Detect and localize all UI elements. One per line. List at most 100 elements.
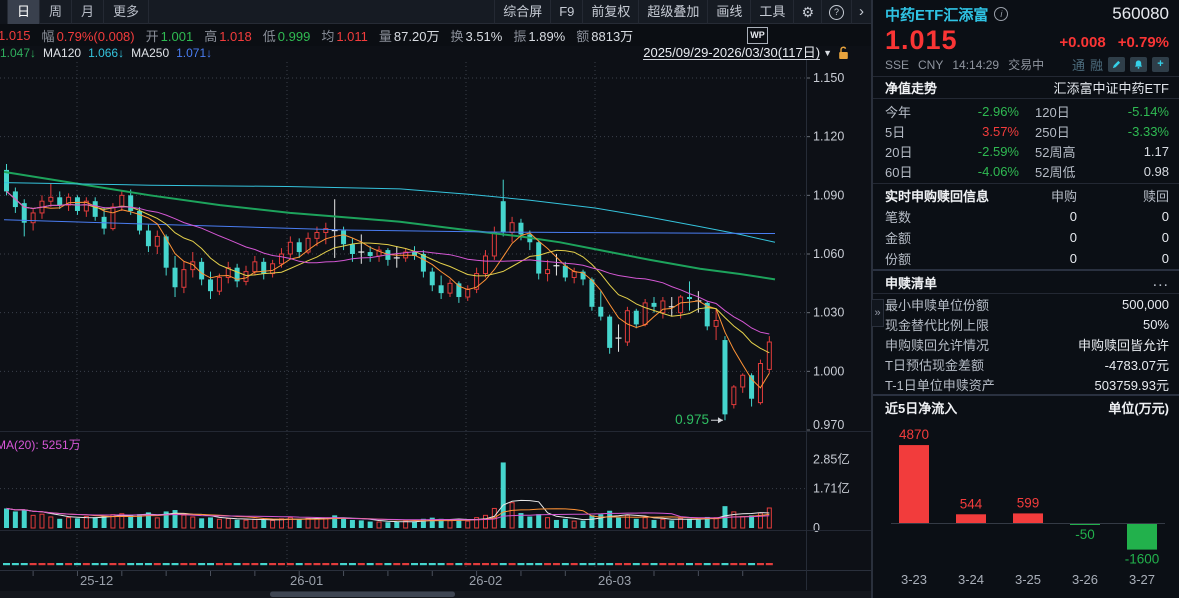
tab-更多[interactable]: 更多	[104, 0, 150, 24]
quote-time: 14:14:29	[952, 57, 1000, 72]
stat-label: 今年	[885, 104, 912, 120]
period-tabs: 日周月更多	[8, 0, 150, 24]
list-label: 申购赎回允许情况	[885, 337, 990, 353]
subscription-list: 最小申赎单位份额 500,000 现金替代比例上限 50% 申购赎回允许情况 申购赎回皆允…	[873, 294, 1179, 394]
nav-stat-row: 60日 -4.06% 52周低 0.98	[885, 161, 1169, 181]
scrollbar-thumb[interactable]	[270, 591, 455, 598]
quote-value: 1.011	[336, 28, 368, 44]
flow-bar	[1013, 513, 1043, 523]
settings-gear-icon[interactable]: ⚙	[793, 0, 821, 24]
stat-label: 5日	[885, 124, 906, 140]
menu-画线[interactable]: 画线	[707, 0, 750, 24]
realtime-row: 份额 0 0	[873, 248, 1179, 269]
quote-value: 1.018	[219, 28, 252, 44]
toolbar-menu: 综合屏 F9 前复权 超级叠加 画线 工具 ⚙ ? ›	[494, 0, 871, 24]
panel-expander-button[interactable]: »	[871, 299, 884, 327]
stat-value: -2.59%	[977, 143, 1019, 159]
quote-value: 0.999	[277, 28, 311, 44]
date-range-text: 2025/09/29-2026/03/30(117日)	[643, 45, 821, 60]
candles	[4, 164, 772, 421]
volume-axis-label: 1.71亿	[813, 481, 850, 496]
x-axis-month-label: 26-01	[290, 573, 323, 588]
quote-label: 低	[262, 28, 276, 44]
menu-综合屏[interactable]: 综合屏	[494, 0, 550, 24]
volume-ma-label: MA(20): 5251万	[0, 438, 81, 452]
list-value: 500,000	[1122, 296, 1169, 312]
ma20-line	[6, 191, 770, 335]
quote-item: 低 0.999	[263, 26, 311, 45]
quote-item: 开 1.001	[146, 26, 194, 45]
eligibility-badges: 通融	[1071, 58, 1103, 73]
menu-F9[interactable]: F9	[550, 0, 582, 24]
flow-value-label: -50	[1075, 527, 1095, 542]
quote-value: 1.015	[0, 27, 31, 43]
stat-label: 20日	[885, 144, 913, 160]
tab-周[interactable]: 周	[40, 0, 73, 24]
quote-item: 换 3.51%	[450, 26, 502, 45]
fund-full-name: 汇添富中证中药ETF	[1053, 81, 1169, 96]
flow-bar	[1070, 524, 1100, 525]
flow-date-label: 3-25	[1015, 572, 1041, 587]
date-range-selector[interactable]: 2025/09/29-2026/03/30(117日) ▼	[643, 46, 849, 60]
ma60-line	[3, 170, 776, 281]
candlestick-chart[interactable]: 1.150 1.120 1.090 1.060 1.030 1.000 0.970 2.85亿…	[0, 0, 871, 598]
flow-bar	[1127, 524, 1157, 550]
stock-info-panel: » 中药ETF汇添富 i 560080 1.015 +0.008 +0.79% S…	[871, 0, 1179, 598]
alert-bell-icon[interactable]	[1130, 57, 1147, 72]
currency: CNY	[918, 57, 944, 72]
price-axis-label: 1.150	[813, 71, 844, 85]
rt-label: 份额	[885, 252, 912, 267]
list-value: 申购赎回皆允许	[1077, 337, 1169, 353]
help-icon[interactable]: ?	[821, 0, 851, 24]
stat-label: 250日	[1035, 124, 1070, 140]
list-row: 申购赎回允许情况 申购赎回皆允许	[873, 334, 1179, 354]
exchange: SSE	[885, 57, 910, 72]
ma-legend-token: 1.047↓	[0, 46, 37, 60]
menu-工具[interactable]: 工具	[750, 0, 793, 24]
quote-label: 均	[321, 28, 335, 44]
flow-bar	[956, 514, 986, 523]
more-button[interactable]: ...	[1152, 273, 1169, 290]
quote-value: 0.79%(0.008)	[56, 28, 135, 44]
nav-section-header: 净值走势 汇添富中证中药ETF	[873, 77, 1179, 99]
menu-超级叠加[interactable]: 超级叠加	[638, 0, 707, 24]
tab-月[interactable]: 月	[72, 0, 105, 24]
caret-down-icon: ▼	[823, 48, 832, 58]
stock-name: 中药ETF汇添富	[885, 6, 989, 24]
tab-日[interactable]: 日	[8, 0, 41, 24]
lock-icon[interactable]	[838, 46, 849, 60]
quote-label: 换	[450, 28, 464, 44]
ma-legend-token: 1.066↓	[88, 46, 125, 60]
stat-value: -3.33%	[1127, 123, 1169, 139]
price-axis-label: 1.090	[813, 188, 844, 202]
stat-value: 0.98	[1143, 163, 1169, 179]
flow-value-label: 4870	[899, 427, 929, 442]
quote-value: 8813万	[591, 28, 634, 44]
edit-pencil-icon[interactable]	[1108, 57, 1125, 72]
info-icon[interactable]: i	[994, 7, 1009, 21]
stat-label: 52周高	[1035, 144, 1076, 160]
flow-date-label: 3-27	[1129, 572, 1155, 587]
menu-前复权[interactable]: 前复权	[582, 0, 638, 24]
quote-item: 额 8813万	[576, 26, 633, 45]
add-plus-icon[interactable]: +	[1152, 57, 1169, 72]
rt-redeem-value: 0	[1161, 251, 1169, 266]
net-inflow-bar-chart[interactable]: 4870 3-23 544 3-24 599 3-25 -50 3-26 -1600 3-27	[873, 418, 1179, 598]
stock-code: 560080	[1112, 4, 1169, 23]
quote-label: 高	[204, 28, 218, 44]
tab-sliver	[0, 0, 8, 24]
list-label: 现金替代比例上限	[885, 317, 990, 333]
stat-value: -5.14%	[1127, 103, 1169, 119]
realtime-row: 金额 0 0	[873, 227, 1179, 248]
rt-redeem-value: 0	[1161, 230, 1169, 245]
x-axis-month-label: 26-02	[469, 573, 502, 588]
wp-badge[interactable]: WP	[747, 27, 768, 44]
rt-redeem-value: 0	[1161, 209, 1169, 224]
chart-region: 1.150 1.120 1.090 1.060 1.030 1.000 0.970 2.85亿…	[0, 0, 871, 598]
chevron-right-icon[interactable]: ›	[851, 0, 871, 24]
price-axis-label: 0.970	[813, 418, 844, 432]
quote-bar: 1.015 幅 0.79%(0.008) 开 1.001 高 1.018 低 0.999 均 1.0…	[0, 24, 871, 46]
quote-item: 幅 0.79%(0.008)	[42, 26, 135, 45]
quote-value: 3.51%	[465, 28, 503, 44]
price-axis-label: 1.000	[813, 364, 844, 378]
